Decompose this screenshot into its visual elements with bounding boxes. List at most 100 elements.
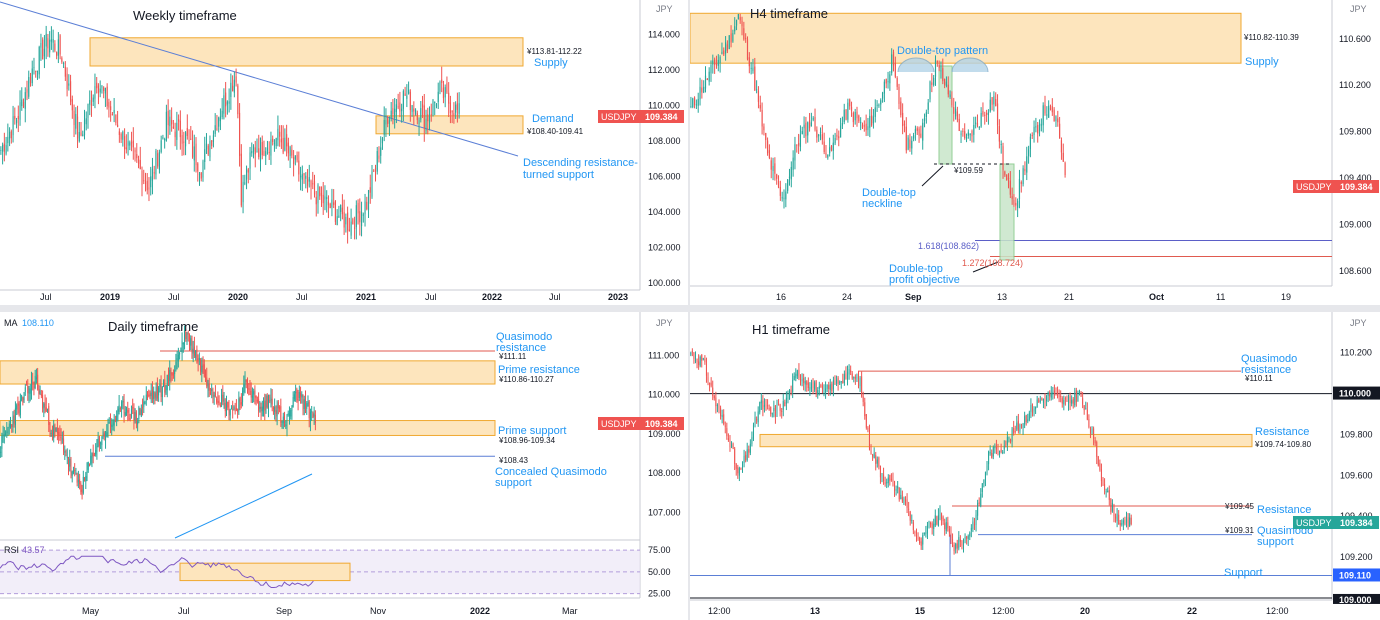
weekly-candle: [317, 183, 319, 214]
h1-candle: [978, 497, 980, 506]
h4-candle: [799, 125, 802, 152]
daily-candle: [134, 408, 136, 424]
weekly-candle: [402, 89, 404, 122]
h1-candle: [1077, 390, 1079, 402]
weekly-candle: [75, 107, 77, 135]
weekly-candle: [137, 155, 140, 169]
h4-candle: [907, 135, 909, 151]
weekly-candle: [258, 134, 260, 160]
h4-candle: [693, 96, 696, 109]
daily-candle: [56, 418, 58, 441]
daily-candle: [284, 411, 286, 428]
h1-candle: [1053, 384, 1055, 399]
weekly-badge-price: 109.384: [645, 112, 678, 122]
weekly-title: Weekly timeframe: [133, 8, 237, 23]
h1-candle: [729, 435, 731, 452]
h1-y-tick: 109.600: [1340, 470, 1373, 480]
daily-candle: [208, 377, 210, 397]
weekly-candle: [0, 146, 2, 155]
weekly-badge-symbol: USDJPY: [601, 112, 637, 122]
h4-candle: [735, 19, 738, 31]
h1-candle: [876, 456, 878, 468]
weekly-x-tick: Jul: [40, 292, 52, 302]
h4-candle: [912, 132, 915, 142]
daily-candle: [66, 448, 68, 465]
weekly-candle: [209, 135, 211, 162]
weekly-candle: [117, 110, 119, 128]
h1-chart[interactable]: 12:00 13 15 12:00 20 22 12:00 110.200 110.000 10…: [690, 312, 1380, 620]
daily-x-tick: Mar: [562, 606, 578, 616]
daily-candle: [197, 354, 199, 372]
daily-candle: [147, 391, 149, 401]
daily-candle: [177, 347, 179, 368]
h4-candle: [703, 80, 705, 94]
daily-prime-support-zone: [0, 420, 496, 436]
h1-candle: [1044, 393, 1046, 409]
h1-res-value: ¥109.74-109.80: [1254, 440, 1312, 449]
h4-candle: [978, 126, 980, 130]
daily-candle: [244, 371, 246, 394]
weekly-candle: [418, 117, 420, 136]
weekly-candle: [49, 31, 51, 58]
h1-candle: [934, 509, 936, 528]
weekly-candle: [441, 66, 443, 93]
weekly-candle: [228, 88, 230, 113]
daily-candle: [192, 340, 194, 363]
h4-candle: [1048, 100, 1050, 118]
daily-chart[interactable]: May Jul Sep Nov 2022 Mar 111.000 110.000 109.00…: [0, 312, 688, 620]
daily-candle: [28, 385, 30, 404]
daily-ps-value: ¥108.96-109.34: [498, 436, 556, 445]
h4-candle: [894, 56, 896, 79]
daily-y-tick: 108.000: [648, 468, 681, 478]
daily-candle: [33, 381, 35, 396]
weekly-candle: [373, 169, 375, 173]
weekly-supply-value: ¥113.81-112.22: [526, 47, 582, 56]
daily-candle: [174, 365, 176, 382]
h4-candle: [967, 129, 969, 139]
daily-candle: [124, 406, 126, 417]
h4-chart[interactable]: 16 24 Sep 13 21 Oct 11 19 110.600 110.200 109.800…: [690, 0, 1380, 305]
h4-candle: [872, 109, 875, 129]
h4-candle: [969, 133, 971, 141]
h1-candle: [778, 399, 780, 406]
h4-objective-pointer: [972, 261, 999, 273]
h4-candle: [843, 103, 845, 125]
daily-qr-label2: resistance: [496, 342, 546, 354]
daily-rsi-value: 43.57: [22, 545, 45, 555]
h4-y-tick: 110.200: [1339, 80, 1371, 90]
h4-price-badge: USDJPY 109.384: [1293, 180, 1379, 193]
daily-candle: [248, 383, 250, 396]
daily-candle: [21, 394, 23, 402]
h4-candle: [788, 168, 791, 186]
weekly-y-tick: 104.000: [648, 207, 681, 217]
weekly-candle: [345, 213, 347, 233]
h4-candle: [971, 129, 973, 143]
h4-candle: [874, 99, 876, 123]
daily-candle: [40, 389, 42, 399]
h1-candle: [1089, 426, 1091, 439]
h1-candle: [1024, 411, 1026, 429]
h1-candle: [897, 480, 899, 494]
h4-candle: [785, 183, 787, 208]
h1-candle: [905, 496, 907, 506]
daily-candle: [145, 386, 147, 406]
weekly-chart[interactable]: Jul 2019 Jul 2020 Jul 2021 Jul 2022 Jul 2023 114.…: [0, 0, 688, 305]
weekly-candle: [354, 216, 356, 240]
h1-candle: [890, 473, 892, 482]
weekly-candle: [197, 162, 199, 182]
weekly-candle: [275, 137, 277, 149]
h1-candle: [763, 398, 765, 413]
h1-candle: [1010, 438, 1012, 444]
daily-ma-value: 108.110: [22, 318, 54, 328]
daily-candle: [165, 385, 167, 395]
weekly-candle: [421, 95, 424, 118]
h1-candle: [1017, 413, 1019, 434]
weekly-candle: [458, 92, 460, 119]
h1-candle: [770, 406, 772, 417]
h4-candle: [730, 25, 732, 48]
h1-candle: [912, 519, 914, 535]
h1-candle: [950, 526, 952, 545]
h4-candle: [1040, 118, 1042, 132]
h4-candle: [732, 29, 734, 43]
h1-candle: [821, 382, 823, 394]
